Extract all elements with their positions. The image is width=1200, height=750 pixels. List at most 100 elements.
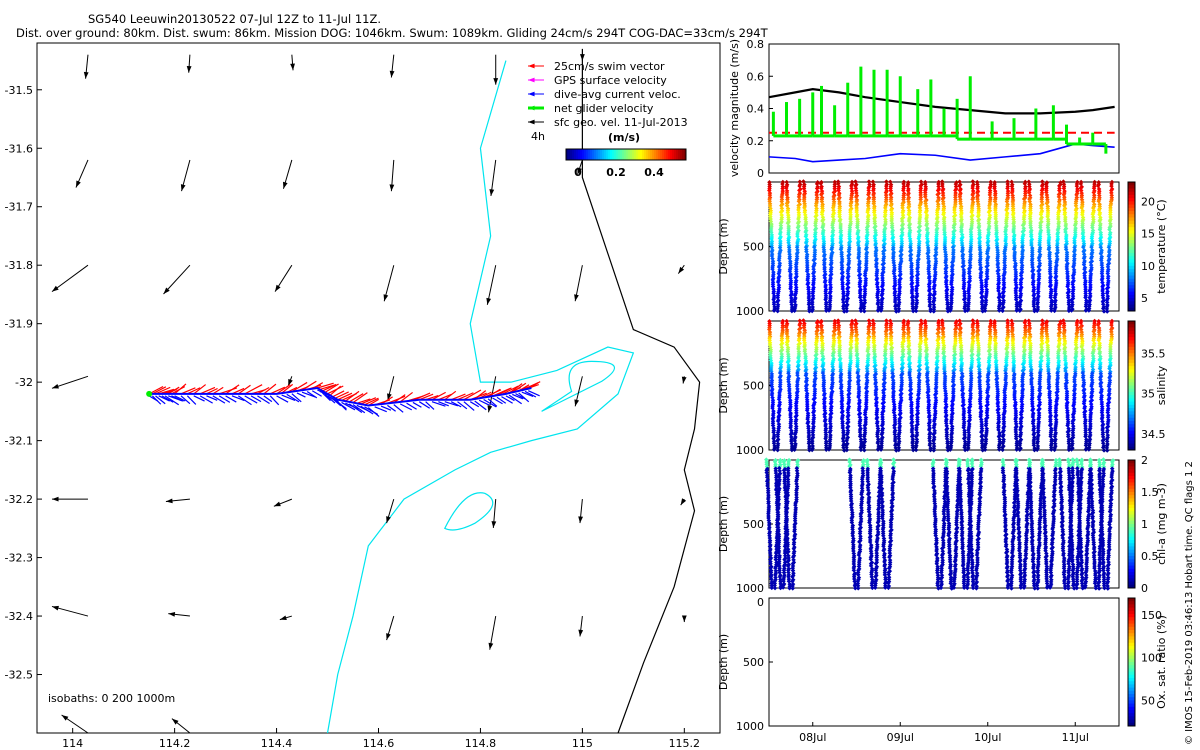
temperature-sample [775, 308, 780, 314]
dive-avg-current-vector [457, 401, 468, 410]
isobath-200m-loop [443, 492, 494, 531]
dive-avg-current-vector [463, 401, 475, 411]
dive-avg-current-vector [512, 393, 524, 400]
dive-avg-current-vector [269, 395, 280, 406]
map-colorbar-cell [582, 149, 585, 160]
section-colorbar-cell [1128, 359, 1135, 364]
section-colorbar-cell [1128, 256, 1135, 260]
section-colorbar-cell [1128, 430, 1135, 435]
track-start-marker [146, 390, 153, 397]
map-colorbar-cell [658, 149, 661, 160]
dive-avg-current-vector [524, 390, 537, 398]
map-colorbar-cell [568, 149, 571, 160]
swim-vector [356, 398, 371, 404]
section-colorbar-cell [1128, 275, 1135, 280]
temperature-sample [810, 297, 815, 303]
map-colorbar-cell [606, 149, 609, 160]
section-colorbar-cell [1128, 217, 1135, 222]
section-colorbar-frame [1127, 181, 1136, 312]
section-colorbar-label: salinity [1155, 365, 1168, 405]
legend-swatch [528, 77, 544, 83]
map-colorbar-cell [680, 149, 683, 160]
sfc-geo-velocity-arrow [680, 498, 687, 506]
section-colorbar-cell [1128, 356, 1135, 361]
temperature-sample [776, 257, 782, 263]
swim-vector [322, 383, 337, 392]
section-colorbar-cell [1128, 278, 1135, 283]
map-colorbar-cell [602, 149, 605, 160]
dive-avg-current-vector [393, 404, 404, 413]
map-ytick-label: -32.2 [5, 493, 33, 506]
dive-avg-current-vector [367, 407, 380, 417]
swim-vector [317, 382, 334, 389]
map-colorbar-cell [600, 149, 603, 160]
swim-vector [281, 383, 294, 394]
legend-extra-label: 4h [531, 130, 545, 143]
dive-avg-current-vector [193, 395, 205, 402]
map-ytick-label: -31.5 [5, 84, 33, 97]
map-colorbar-cell [588, 149, 591, 160]
swim-vector [352, 392, 368, 404]
map-colorbar-cell [622, 149, 625, 160]
dive-avg-current-vector [286, 393, 300, 403]
temperature-sample [793, 280, 799, 285]
dive-avg-current-vector [438, 401, 449, 407]
temperature-sample [809, 308, 815, 314]
sfc-geo-velocity-arrow [274, 264, 293, 292]
map-colorbar-cell [628, 149, 631, 160]
map-colorbar-cell [656, 149, 659, 160]
legend-label: 25cm/s swim vector [554, 60, 665, 73]
map-colorbar-cell [648, 149, 651, 160]
section-colorbar-cell [1128, 437, 1135, 441]
temperature-sample [811, 264, 816, 270]
swim-vector [364, 397, 379, 406]
section-colorbar-cell [1128, 198, 1135, 202]
velocity-ylabel: velocity magnitude (m/s) [728, 39, 741, 177]
temperature-sample [812, 240, 817, 246]
sfc-geo-velocity-arrow [574, 376, 583, 407]
dive-avg-current-vector [341, 401, 356, 411]
dive-avg-current-vector [425, 401, 435, 410]
dive-avg-current-vector [250, 395, 262, 403]
map-colorbar-cell [660, 149, 663, 160]
section-colorbar-cell [1128, 262, 1135, 267]
map-ytick-label: -32.5 [5, 669, 33, 682]
map-colorbar-cell [646, 149, 649, 160]
map-colorbar-cell [576, 149, 579, 160]
sfc-geo-velocity-arrow [51, 605, 89, 617]
sfc-geo-velocity-arrow [180, 159, 191, 192]
map-colorbar-cell [644, 149, 647, 160]
temperature-sample [793, 282, 799, 288]
swim-vector [174, 383, 187, 395]
map-colorbar-tick: 0 [574, 166, 582, 179]
swim-vector [334, 391, 349, 399]
temperature-sample [811, 271, 816, 276]
dive-avg-current-vector [492, 397, 503, 405]
section-colorbar-cell [1128, 420, 1135, 425]
dive-avg-current-vector [374, 406, 387, 413]
section-ytick-label: 1000 [736, 305, 764, 318]
sfc-geo-velocity-arrow [51, 496, 88, 502]
dive-avg-current-vector [231, 395, 245, 402]
dive-avg-current-vector [406, 402, 417, 410]
map-colorbar-cell [580, 149, 583, 160]
sfc-geo-velocity-arrow [386, 498, 395, 524]
section-colorbar-cell [1128, 375, 1135, 380]
dive-avg-current-vector [244, 395, 258, 404]
legend-label: sfc geo. vel. 11-Jul-2013 [554, 116, 688, 129]
section-colorbar-cell [1128, 404, 1135, 409]
map-colorbar-cell [620, 149, 623, 160]
swim-vector [291, 381, 308, 393]
section-colorbar-cell [1128, 321, 1135, 325]
section-colorbar-cell [1128, 424, 1135, 428]
section-colorbar-cell [1128, 340, 1135, 345]
section-colorbar-cell [1128, 369, 1135, 374]
sfc-geo-velocity-arrow [486, 265, 497, 305]
section-colorbar-cell [1128, 379, 1135, 383]
sfc-geo-velocity-arrow [578, 615, 584, 637]
sfc-geo-velocity-arrow [491, 499, 497, 528]
sfc-geo-velocity-arrow [61, 714, 89, 734]
sfc-geo-velocity-arrow [383, 265, 395, 302]
